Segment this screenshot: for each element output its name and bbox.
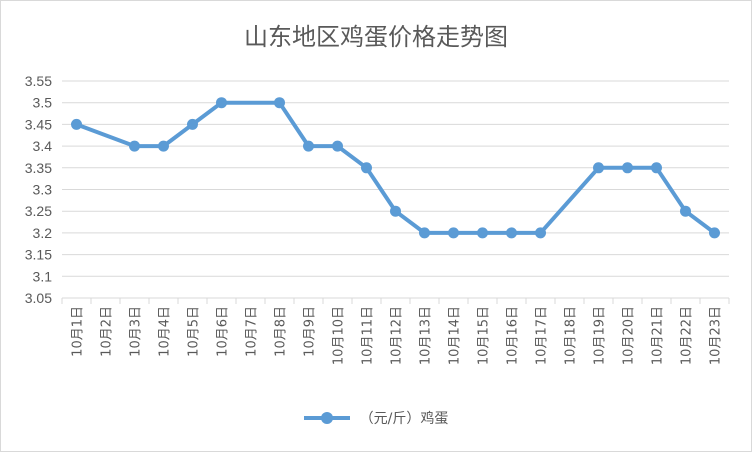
data-point xyxy=(158,140,169,152)
y-tick-label: 3.5 xyxy=(33,95,53,111)
x-tick-label: 10月16日 xyxy=(506,306,521,365)
y-tick-label: 3.1 xyxy=(33,268,53,284)
data-point xyxy=(651,162,662,174)
data-point xyxy=(303,140,314,152)
legend-key-marker xyxy=(320,412,333,424)
y-tick-label: 3.15 xyxy=(25,247,52,263)
data-point xyxy=(448,227,459,239)
legend-key-icon xyxy=(303,411,350,425)
y-tick-label: 3.45 xyxy=(25,116,52,132)
data-point xyxy=(506,227,517,239)
x-tick-label: 10月13日 xyxy=(419,306,434,365)
data-point xyxy=(477,227,488,239)
data-point xyxy=(593,162,604,174)
x-tick-label: 10月4日 xyxy=(158,306,173,357)
x-tick-label: 10月17日 xyxy=(535,306,550,365)
data-point xyxy=(187,118,198,130)
x-tick-label: 10月2日 xyxy=(100,306,115,357)
y-tick-label: 3.55 xyxy=(25,73,52,89)
x-tick-label: 10月15日 xyxy=(477,306,492,365)
chart-title: 山东地区鸡蛋价格走势图 xyxy=(244,23,508,51)
x-tick-label: 10月9日 xyxy=(303,306,318,357)
data-point xyxy=(535,227,546,239)
data-point xyxy=(71,118,82,130)
x-tick-label: 10月10日 xyxy=(332,306,347,365)
data-point xyxy=(332,140,343,152)
legend: （元/斤）鸡蛋 xyxy=(1,408,751,428)
data-point xyxy=(622,162,633,174)
legend-label: （元/斤）鸡蛋 xyxy=(359,411,449,427)
data-point xyxy=(361,162,372,174)
x-tick-label: 10月23日 xyxy=(709,306,724,365)
x-tick-label: 10月22日 xyxy=(680,306,695,365)
data-point xyxy=(216,97,227,109)
x-tick-label: 10月18日 xyxy=(564,306,579,365)
y-tick-label: 3.2 xyxy=(33,225,53,241)
y-tick-label: 3.3 xyxy=(33,182,53,198)
data-point xyxy=(274,97,285,109)
y-tick-label: 3.25 xyxy=(25,203,52,219)
x-tick-label: 10月20日 xyxy=(622,306,637,365)
x-tick-label: 10月5日 xyxy=(187,306,202,357)
x-tick-label: 10月11日 xyxy=(361,306,376,365)
y-tick-label: 3.05 xyxy=(25,290,52,306)
x-tick-label: 10月21日 xyxy=(651,306,666,365)
x-tick-label: 10月14日 xyxy=(448,306,463,365)
y-tick-label: 3.35 xyxy=(25,160,52,176)
data-point xyxy=(419,227,430,239)
x-tick-label: 10月3日 xyxy=(129,306,144,357)
data-point xyxy=(680,205,691,217)
x-tick-label: 10月1日 xyxy=(71,306,86,357)
x-tick-label: 10月8日 xyxy=(274,306,289,357)
x-tick-label: 10月19日 xyxy=(593,306,608,365)
x-tick-label: 10月12日 xyxy=(390,306,405,365)
data-point xyxy=(129,140,140,152)
x-tick-label: 10月7日 xyxy=(245,306,260,357)
x-tick-label: 10月6日 xyxy=(216,306,231,357)
data-point xyxy=(709,227,720,239)
data-point xyxy=(390,205,401,217)
y-tick-label: 3.4 xyxy=(33,138,53,154)
